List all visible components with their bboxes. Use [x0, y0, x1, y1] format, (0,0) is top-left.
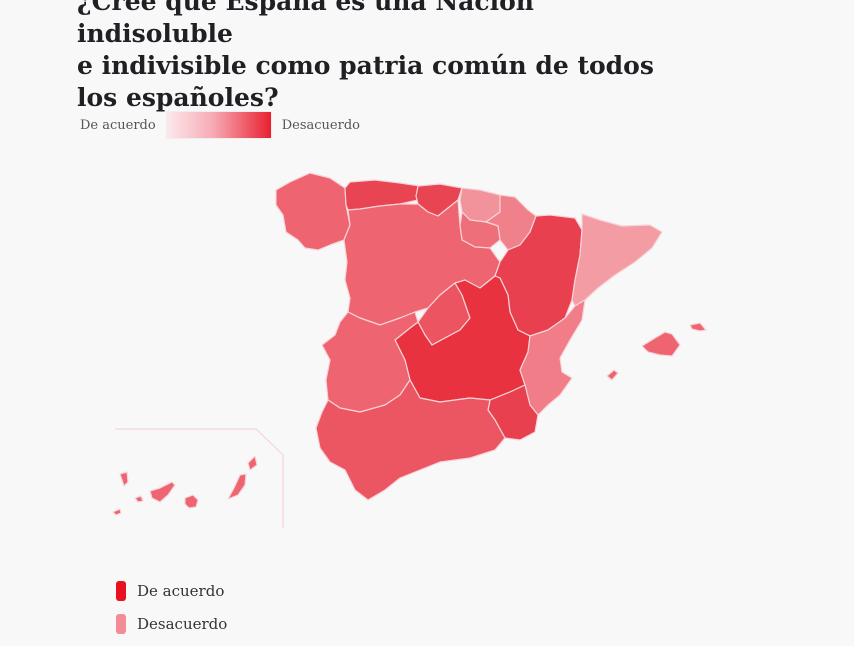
legend-label-desacuerdo: Desacuerdo: [137, 615, 228, 633]
legend-swatch-desacuerdo: [116, 614, 126, 634]
region-canarias-lanzarote[interactable]: [247, 455, 258, 471]
gradient-legend: De acuerdo Desacuerdo: [80, 111, 360, 139]
region-menorca[interactable]: [689, 322, 707, 332]
region-canarias-el-hierro[interactable]: [112, 508, 122, 516]
category-legend: De acuerdo Desacuerdo: [116, 580, 227, 646]
region-canarias-la-palma[interactable]: [119, 471, 129, 487]
region-asturias[interactable]: [344, 179, 421, 211]
region-canarias-la-gomera[interactable]: [134, 495, 144, 503]
legend-label-de-acuerdo: De acuerdo: [137, 582, 225, 600]
legend-item-desacuerdo: Desacuerdo: [116, 613, 227, 635]
gradient-bar: [165, 111, 272, 139]
region-andalucia[interactable]: [315, 379, 506, 501]
region-cataluna[interactable]: [571, 213, 663, 307]
gradient-left-label: De acuerdo: [80, 117, 156, 133]
title-line-3: los españoles?: [77, 83, 279, 112]
region-galicia[interactable]: [275, 172, 351, 251]
title-line-1: ¿Cree que España es una Nación indisolub…: [77, 0, 534, 48]
chart-title: ¿Cree que España es una Nación indisolub…: [77, 0, 677, 114]
region-mallorca[interactable]: [641, 331, 681, 357]
region-canarias-gran-canaria[interactable]: [184, 494, 199, 509]
region-canarias-tenerife[interactable]: [149, 481, 176, 503]
title-line-2: e indivisible como patria común de todos: [77, 51, 654, 80]
legend-item-de-acuerdo: De acuerdo: [116, 580, 227, 602]
region-canarias-fuerteventura[interactable]: [227, 473, 247, 500]
gradient-right-label: Desacuerdo: [281, 117, 360, 133]
canarias-inset-frame: [115, 428, 284, 528]
legend-swatch-de-acuerdo: [116, 581, 126, 601]
region-ibiza[interactable]: [606, 369, 619, 381]
region-valencia[interactable]: [519, 299, 586, 416]
